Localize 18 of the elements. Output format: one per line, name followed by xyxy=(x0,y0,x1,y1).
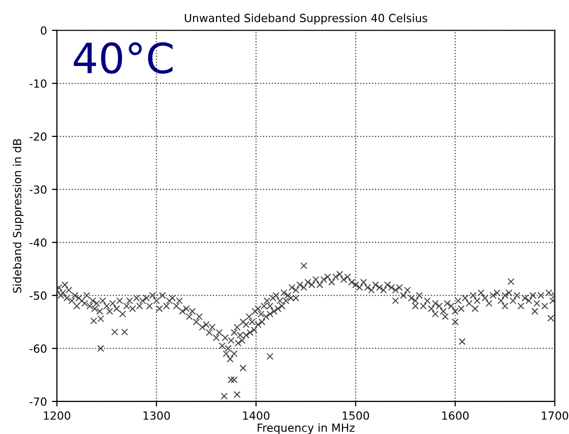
x-tick-label: 1700 xyxy=(542,411,568,420)
y-tick-label: -50 xyxy=(30,291,46,300)
x-axis-title: Frequency in MHz xyxy=(258,423,355,434)
y-tick-label: -30 xyxy=(30,185,46,194)
x-tick-label: 1300 xyxy=(144,411,170,420)
x-tick-label: 1500 xyxy=(342,411,370,420)
y-axis-title: Sideband Suppression in dB xyxy=(12,139,24,293)
x-tick-label: 1200 xyxy=(44,411,70,420)
x-tick-label: 1600 xyxy=(442,411,469,420)
y-tick-label: 0 xyxy=(40,26,46,35)
y-tick-label: -70 xyxy=(30,397,46,406)
y-tick-label: -40 xyxy=(30,238,46,247)
y-tick-label: -60 xyxy=(30,344,46,353)
annotation: 40°C xyxy=(74,42,173,74)
x-tick-label: 1400 xyxy=(243,411,270,420)
chart-title: Unwanted Sideband Suppression 40 Celsius xyxy=(184,14,428,24)
y-tick-label: -20 xyxy=(30,132,46,141)
y-tick-label: -10 xyxy=(30,79,46,88)
